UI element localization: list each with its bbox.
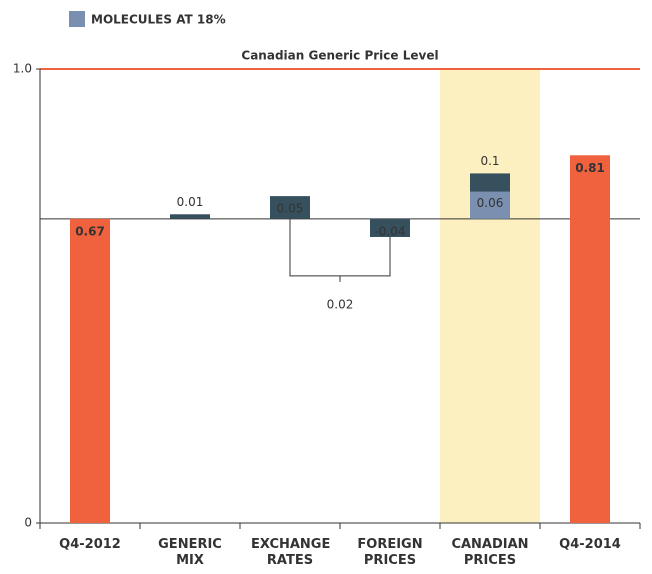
y-tick-label: 0: [24, 516, 32, 530]
value-label: 0.67: [75, 224, 105, 238]
legend-swatch: [69, 11, 85, 27]
change-bar: [170, 214, 210, 219]
change-bar: [270, 196, 310, 219]
x-tick-label: GENERIC MIX: [158, 537, 222, 568]
segment-bar: [470, 191, 510, 219]
x-tick-label: EXCHANGE RATES: [251, 537, 331, 568]
value-label: 0.05: [277, 202, 304, 216]
total-bar: [570, 155, 610, 523]
x-tick-label: FOREIGN PRICES: [357, 537, 423, 568]
segment-label: 0.06: [477, 196, 504, 210]
reference-label: Canadian Generic Price Level: [241, 49, 438, 63]
change-bar: [370, 218, 410, 237]
net-label: 0.02: [327, 297, 354, 311]
x-tick-label: Q4-2014: [559, 537, 621, 552]
total-bar: [70, 218, 110, 523]
value-label: 0.1: [480, 154, 499, 168]
value-label: -0.04: [374, 224, 405, 238]
x-tick-label: CANADIAN PRICES: [451, 537, 529, 568]
x-tick-label: Q4-2012: [59, 537, 121, 552]
y-tick-label: 1.0: [13, 62, 32, 76]
highlight-band: [440, 69, 540, 523]
value-label: 0.01: [177, 195, 204, 209]
legend-label: MOLECULES AT 18%: [91, 13, 226, 27]
value-label: 0.81: [575, 161, 605, 175]
